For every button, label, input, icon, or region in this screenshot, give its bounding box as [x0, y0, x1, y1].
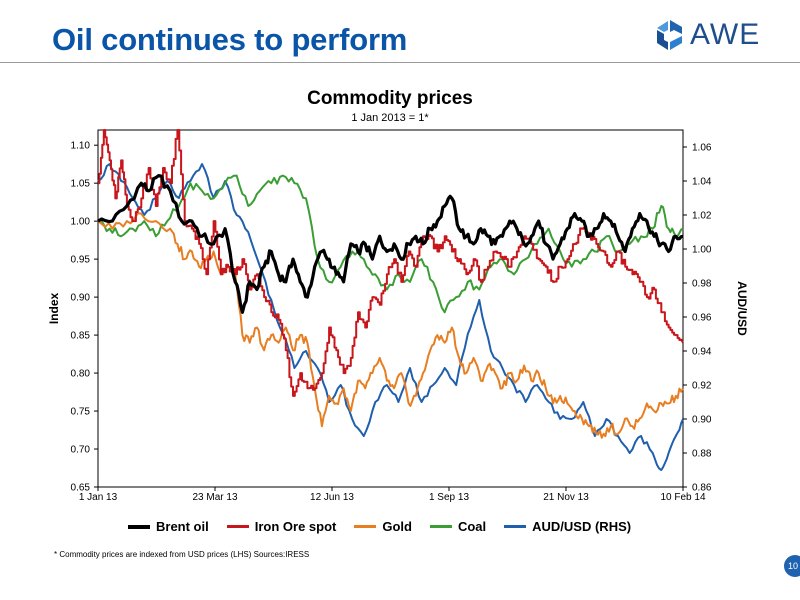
- legend-swatch: [504, 525, 527, 528]
- legend-swatch: [429, 525, 452, 528]
- y2-tick-label: 0.98: [692, 279, 712, 290]
- y2-tick-label: 1.02: [692, 211, 712, 222]
- y2-axis-label: AUD/USD: [735, 281, 749, 336]
- series-line-coal: [97, 174, 684, 314]
- footnote: * Commodity prices are indexed from USD …: [54, 550, 310, 559]
- chart-title: Commodity prices: [307, 88, 473, 109]
- page-number-badge: 10: [784, 555, 800, 577]
- y-tick-label: 0.85: [71, 331, 91, 342]
- y2-tick-label: 1.00: [692, 245, 712, 256]
- x-tick-label: 1 Jan 13: [79, 492, 118, 503]
- legend-item: AUD/USD (RHS): [504, 519, 631, 534]
- y-tick-label: 0.70: [71, 445, 91, 456]
- legend-label: Iron Ore spot: [254, 519, 337, 534]
- awe-logo-text: AWE: [690, 18, 761, 51]
- y2-tick-label: 0.94: [692, 347, 712, 358]
- x-tick-label: 23 Mar 13: [192, 492, 237, 503]
- legend-label: AUD/USD (RHS): [532, 519, 632, 534]
- chart-subtitle: 1 Jan 2013 = 1*: [351, 112, 429, 124]
- x-tick-label: 12 Jun 13: [310, 492, 354, 503]
- x-tick-label: 21 Nov 13: [543, 492, 589, 503]
- y-tick-label: 1.00: [71, 217, 91, 228]
- y2-tick-label: 0.96: [692, 313, 712, 324]
- legend-label: Brent oil: [156, 519, 209, 534]
- legend-swatch: [226, 525, 249, 528]
- legend-item: Gold: [354, 519, 412, 534]
- legend-swatch: [354, 525, 377, 528]
- y2-tick-label: 0.86: [692, 483, 712, 494]
- title-divider: [0, 62, 800, 63]
- y-tick-label: 0.95: [71, 255, 91, 266]
- y2-tick-label: 1.06: [692, 143, 712, 154]
- y-tick-label: 1.10: [71, 141, 91, 152]
- legend-item: Brent oil: [128, 519, 209, 534]
- y-tick-label: 0.90: [71, 293, 91, 304]
- y-tick-label: 0.65: [71, 483, 91, 494]
- series-line-gold: [97, 212, 684, 439]
- series-line-aud-usd-rhs: [97, 163, 684, 471]
- awe-logo-icon: [657, 20, 682, 50]
- chart-legend: Brent oil Iron Ore spot Gold Coal AUD/USD (R…: [128, 519, 631, 534]
- y-axis-label: Index: [47, 293, 61, 325]
- slide-title: Oil continues to perform: [52, 22, 408, 57]
- legend-item: Iron Ore spot: [226, 519, 337, 534]
- legend-label: Coal: [457, 519, 487, 534]
- legend-label: Gold: [382, 519, 412, 534]
- legend-swatch: [128, 524, 150, 529]
- series-line-brent-oil: [97, 174, 684, 314]
- legend-item: Coal: [429, 519, 487, 534]
- y2-tick-label: 0.90: [692, 415, 712, 426]
- y-tick-label: 0.80: [71, 369, 91, 380]
- y-tick-label: 0.75: [71, 407, 91, 418]
- series-line-iron-ore-spot: [98, 129, 684, 397]
- plot-area: [97, 129, 684, 488]
- awe-logo: AWE: [654, 18, 764, 54]
- y2-tick-label: 1.04: [692, 177, 712, 188]
- x-tick-label: 1 Sep 13: [429, 492, 469, 503]
- y-tick-label: 1.05: [71, 179, 91, 190]
- y2-tick-label: 0.88: [692, 449, 712, 460]
- y2-tick-label: 0.92: [692, 381, 712, 392]
- x-tick-label: 10 Feb 14: [660, 492, 705, 503]
